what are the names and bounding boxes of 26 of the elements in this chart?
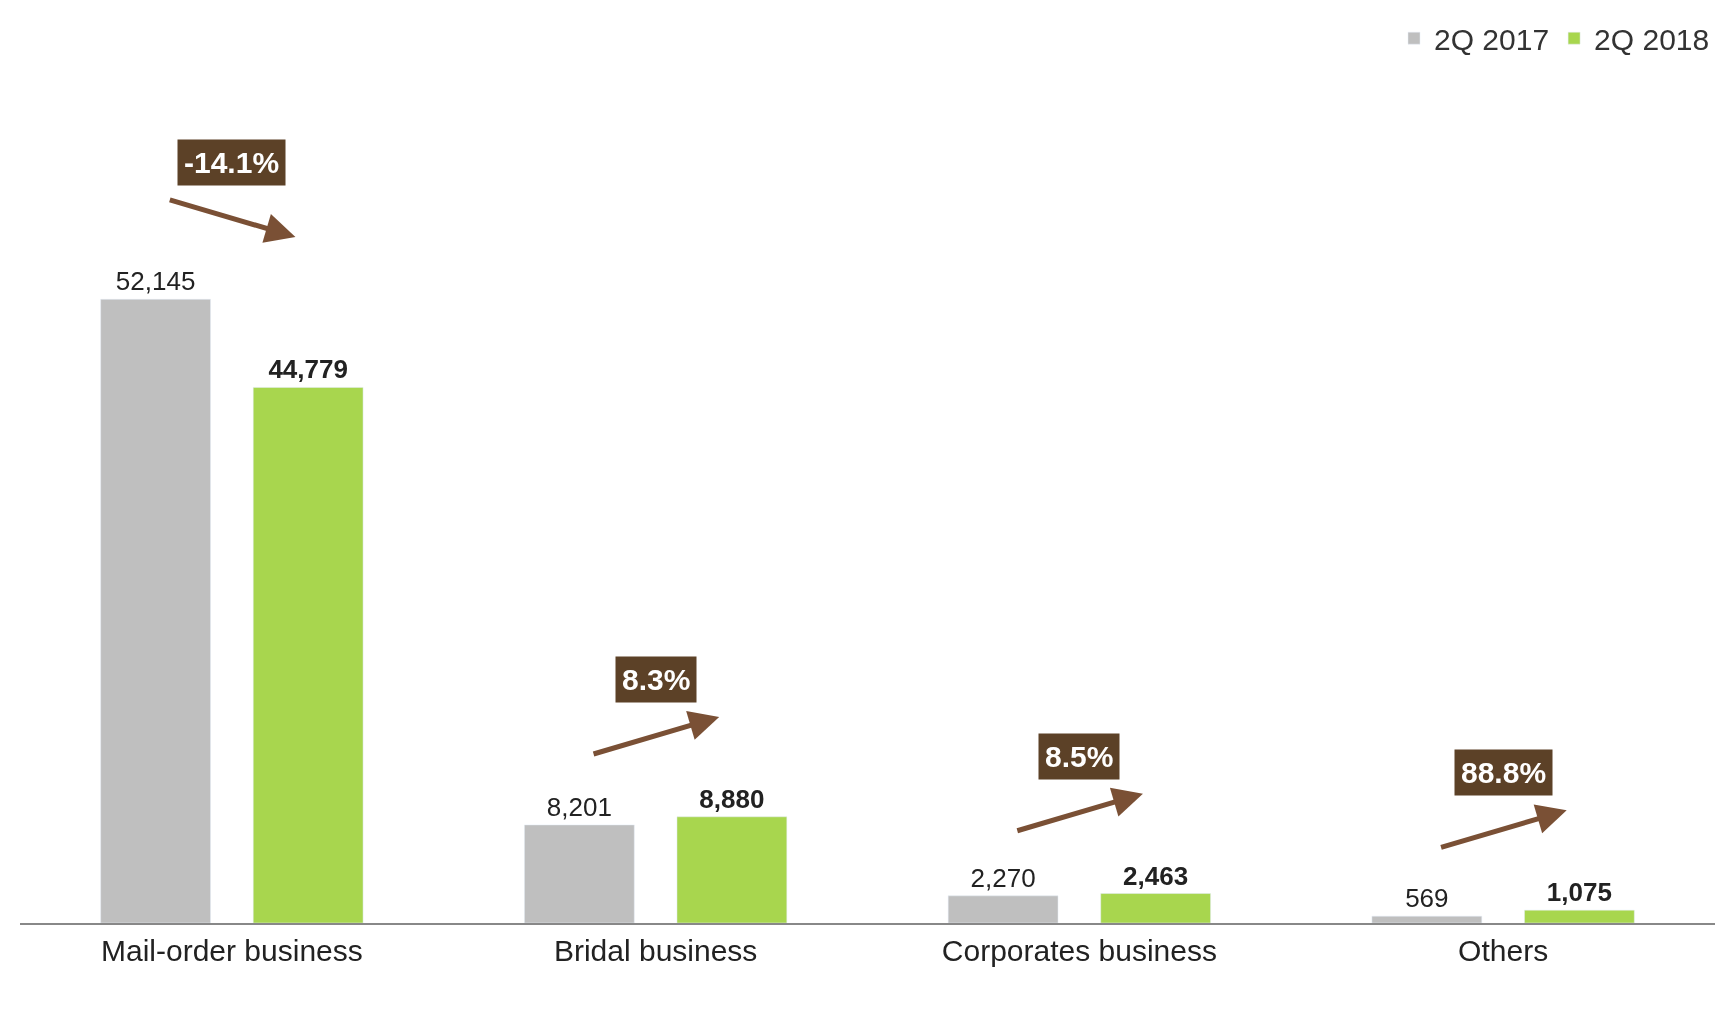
annotation: 88.8% <box>1461 756 1547 789</box>
annotation: 8.3% <box>622 663 691 696</box>
bar <box>1100 893 1211 923</box>
bar <box>947 895 1059 923</box>
data-label: 2,463 <box>1123 860 1189 891</box>
bar <box>100 299 211 923</box>
data-label: 1,075 <box>1546 877 1612 908</box>
x-tick-label: Others <box>1458 934 1549 967</box>
x-tick-label: Corporates business <box>941 934 1217 967</box>
x-tick-label: Mail-order business <box>100 934 363 967</box>
legend-label: 2Q 2017 <box>1434 22 1550 56</box>
data-label: 52,145 <box>115 266 196 297</box>
data-label: 8,201 <box>546 791 612 822</box>
bar <box>1524 909 1635 923</box>
data-label: 569 <box>1405 883 1449 914</box>
legend-label: 2Q 2018 <box>1594 22 1710 56</box>
data-label: 44,779 <box>268 354 348 385</box>
bar <box>524 824 635 923</box>
bar <box>676 816 788 923</box>
bar <box>1371 915 1483 923</box>
annotation: 8.5% <box>1045 740 1114 773</box>
data-label: 2,270 <box>970 862 1036 893</box>
text: -14.1% <box>184 146 280 179</box>
x-tick-label: Bridal business <box>553 934 758 967</box>
data-label: 8,880 <box>699 783 765 814</box>
bar <box>252 387 364 923</box>
